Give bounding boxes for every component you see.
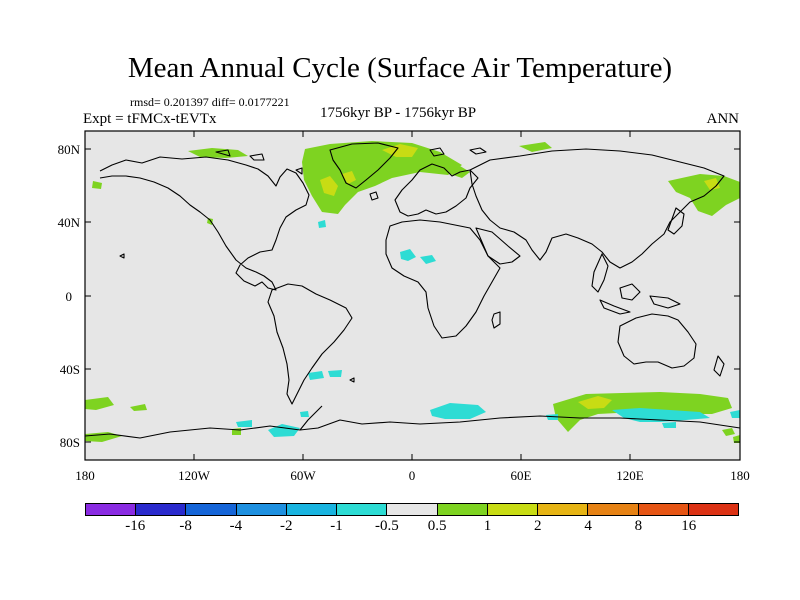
colorbar-label: 8 xyxy=(634,518,643,534)
colorbar-label: -16 xyxy=(125,518,146,534)
colorbar-box xyxy=(588,504,639,515)
lon-label-120e: 120E xyxy=(616,468,644,483)
colorbar-box xyxy=(286,504,338,515)
lat-label-40s: 40S xyxy=(60,362,80,377)
experiment-label: Expt = tFMCx-tEVTx xyxy=(83,111,217,127)
lon-label-120w: 120W xyxy=(178,468,211,483)
colorbar-box xyxy=(337,504,388,515)
colorbar-label: -4 xyxy=(229,518,243,534)
colorbar-box xyxy=(688,504,739,515)
colorbar-box xyxy=(236,504,287,515)
chart-title: Mean Annual Cycle (Surface Air Temperatu… xyxy=(127,52,673,84)
colorbar-box xyxy=(186,504,237,515)
lon-label-60e: 60E xyxy=(511,468,532,483)
season-label: ANN xyxy=(706,111,740,127)
colorbar-label: -1 xyxy=(330,518,343,534)
colorbar-box xyxy=(86,504,137,515)
stats-text: rmsd= 0.201397 diff= 0.0177221 xyxy=(130,95,290,109)
lat-label-0: 0 xyxy=(66,289,73,304)
colorbar-box xyxy=(437,504,488,515)
colorbar-label: 4 xyxy=(584,518,592,534)
lat-label-80s: 80S xyxy=(60,435,80,450)
colorbar-box xyxy=(136,504,187,515)
colorbar-label: 2 xyxy=(534,518,542,534)
lat-label-40n: 40N xyxy=(58,215,81,230)
lon-label-0: 0 xyxy=(409,468,416,483)
lon-ticks xyxy=(84,131,741,460)
period-label: 1756kyr BP - 1756kyr BP xyxy=(320,105,477,121)
colorbar-label: 16 xyxy=(681,518,697,534)
colorbar-box xyxy=(638,504,689,515)
colorbar xyxy=(85,503,739,516)
coastlines xyxy=(84,142,741,439)
lon-label-60w: 60W xyxy=(290,468,316,483)
lat-label-80n: 80N xyxy=(58,142,81,157)
colorbar-label: 0.5 xyxy=(427,518,447,534)
colorbar-label: 1 xyxy=(483,518,492,534)
colorbar-box xyxy=(538,504,589,515)
colorbar-label: -8 xyxy=(179,518,192,534)
colorbar-box xyxy=(387,504,438,515)
colorbar-label: -0.5 xyxy=(374,518,399,534)
lon-label-180w: 180 xyxy=(75,468,95,483)
strong-positive-anomaly-regions xyxy=(320,144,720,409)
colorbar-box xyxy=(487,504,539,515)
colorbar-label: -2 xyxy=(279,518,293,534)
lat-ticks xyxy=(85,148,740,443)
lon-label-180e: 180 xyxy=(730,468,750,483)
